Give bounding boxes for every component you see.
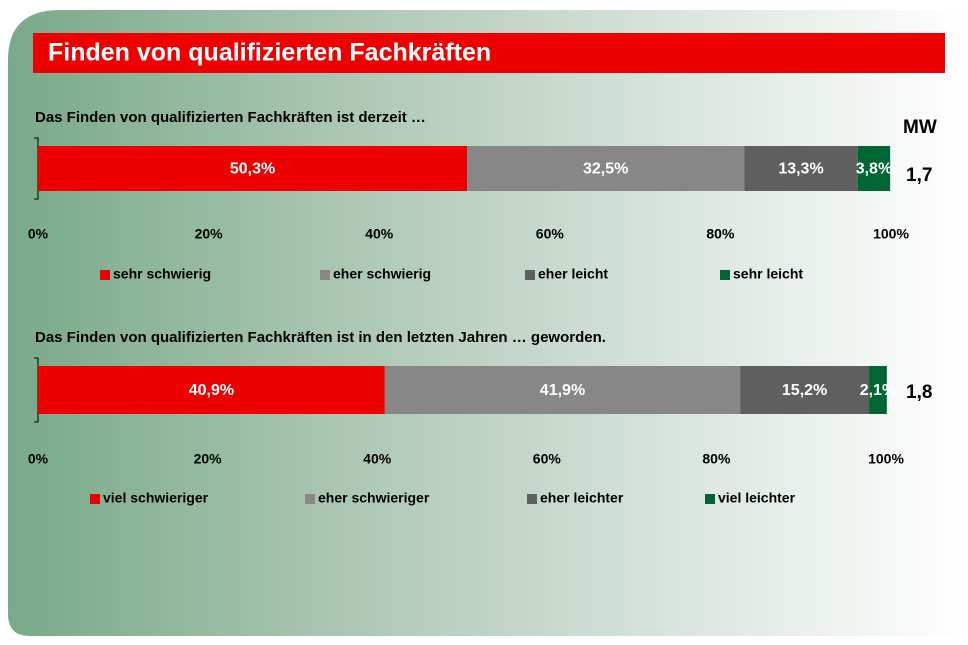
- bar-segment: [38, 146, 468, 191]
- legend-swatch: [100, 270, 110, 280]
- bar-segment: [857, 146, 891, 191]
- x-tick-label: 40%: [363, 451, 392, 467]
- legend-swatch: [305, 494, 315, 504]
- background: [8, 10, 968, 636]
- legend-swatch: [527, 494, 537, 504]
- x-tick-label: 100%: [873, 226, 909, 242]
- bar-segment: [38, 366, 385, 414]
- legend-swatch: [525, 270, 535, 280]
- data-label: 41,9%: [540, 382, 585, 399]
- legend-label: viel leichter: [718, 490, 796, 506]
- x-tick-label: 80%: [702, 451, 731, 467]
- x-tick-label: 0%: [28, 226, 49, 242]
- chart-subtitle: Das Finden von qualifizierten Fachkräfte…: [35, 329, 606, 346]
- bar-segment: [384, 366, 741, 414]
- x-tick-label: 20%: [194, 451, 223, 467]
- data-label: 50,3%: [230, 161, 275, 178]
- bar-segment: [869, 366, 887, 414]
- data-label: 15,2%: [782, 382, 827, 399]
- bar-segment: [467, 146, 745, 191]
- legend-label: viel schwieriger: [103, 490, 209, 506]
- x-tick-label: 60%: [533, 451, 562, 467]
- legend-label: sehr schwierig: [113, 266, 211, 282]
- chart-subtitle: Das Finden von qualifizierten Fachkräfte…: [35, 109, 426, 126]
- slide-title: Finden von qualifizierten Fachkräften: [48, 39, 491, 67]
- data-label: 13,3%: [778, 161, 823, 178]
- legend-swatch: [705, 494, 715, 504]
- mean-header: MW: [903, 117, 937, 138]
- legend-label: sehr leicht: [733, 266, 803, 282]
- legend-label: eher leicht: [538, 266, 608, 282]
- data-label: 40,9%: [189, 382, 234, 399]
- legend-swatch: [320, 270, 330, 280]
- x-tick-label: 40%: [365, 226, 394, 242]
- data-label: 2,1%: [860, 382, 896, 399]
- legend-label: eher leichter: [540, 490, 624, 506]
- mean-value: 1,8: [906, 382, 932, 403]
- bar-segment: [740, 366, 870, 414]
- legend-swatch: [90, 494, 100, 504]
- x-tick-label: 100%: [868, 451, 904, 467]
- x-tick-label: 20%: [195, 226, 224, 242]
- data-label: 3,8%: [856, 161, 892, 178]
- data-label: 32,5%: [583, 161, 628, 178]
- legend-swatch: [720, 270, 730, 280]
- legend-label: eher schwierig: [333, 266, 431, 282]
- bar-segment: [744, 146, 858, 191]
- legend-label: eher schwieriger: [318, 490, 430, 506]
- mean-value: 1,7: [906, 165, 932, 186]
- x-tick-label: 60%: [536, 226, 565, 242]
- x-tick-label: 0%: [28, 451, 49, 467]
- x-tick-label: 80%: [706, 226, 735, 242]
- title-bar: [33, 33, 945, 73]
